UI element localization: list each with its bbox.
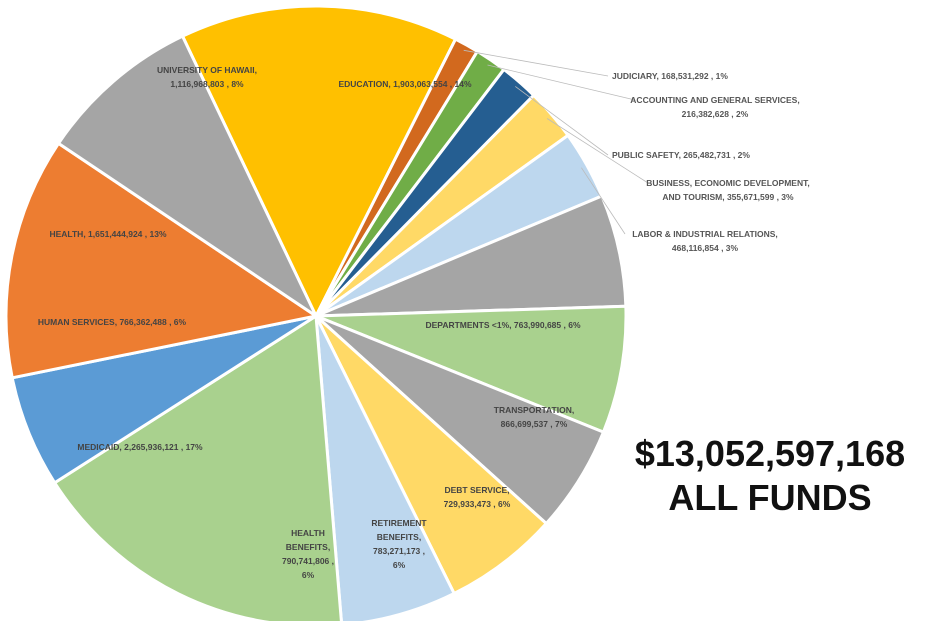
pie-slice-health xyxy=(4,141,318,380)
slice-label-line: 729,933,473 , 6% xyxy=(444,499,511,509)
slice-label-line: TRANSPORTATION, xyxy=(494,405,574,415)
slice-label-line: DEPARTMENTS <1%, 763,990,685 , 6% xyxy=(425,320,580,330)
leader-line-judiciary xyxy=(463,49,609,77)
total-caption-text: ALL FUNDS xyxy=(668,477,872,518)
slice-label-line: HUMAN SERVICES, 766,362,488 , 6% xyxy=(38,317,187,327)
slice-label-line: HEALTH xyxy=(291,528,325,538)
leader-line-business-economic-development-and-tourism xyxy=(546,118,649,184)
slice-label-line: RETIREMENT xyxy=(371,518,427,528)
pie-slice-health-benefits xyxy=(314,314,456,621)
slice-label-line: 790,741,806 , xyxy=(282,556,334,566)
slice-label-human-services: HUMAN SERVICES, 766,362,488 , 6% xyxy=(38,317,187,327)
slice-label-line: AND TOURISM, 355,671,599 , 3% xyxy=(662,192,794,202)
slice-label-line: 783,271,173 , xyxy=(373,546,425,556)
slice-label-health: HEALTH, 1,651,444,924 , 13% xyxy=(49,229,166,239)
pie-slice-transportation xyxy=(314,304,628,434)
slice-label-line: 468,116,854 , 3% xyxy=(672,243,739,253)
slice-label-line: UNIVERSITY OF HAWAII, xyxy=(157,65,257,75)
total-amount-text: $13,052,597,168 xyxy=(634,433,906,474)
total-funds-block: $13,052,597,168 ALL FUNDS xyxy=(615,432,925,520)
slice-label-line: EDUCATION, 1,903,063,554 , 14% xyxy=(338,79,472,89)
leader-line-accounting-and-general-services xyxy=(487,64,636,101)
slice-label-line: BUSINESS, ECONOMIC DEVELOPMENT, xyxy=(646,178,809,188)
slice-label-business-economic-development-and-tourism: BUSINESS, ECONOMIC DEVELOPMENT, AND TOURI… xyxy=(646,178,809,202)
pie-slice-medicaid xyxy=(53,314,343,621)
slice-label-debt-service: DEBT SERVICE, 729,933,473 , 6% xyxy=(444,485,511,509)
slice-label-departments-1: DEPARTMENTS <1%, 763,990,685 , 6% xyxy=(425,320,580,330)
slice-label-line: JUDICIARY, 168,531,292 , 1% xyxy=(612,71,728,81)
slice-label-line: 6% xyxy=(393,560,406,570)
slice-label-line: LABOR & INDUSTRIAL RELATIONS, xyxy=(632,229,778,239)
slice-label-labor-industrial-relations: LABOR & INDUSTRIAL RELATIONS, 468,116,854… xyxy=(632,229,778,253)
slice-label-line: MEDICAID, 2,265,936,121 , 17% xyxy=(77,442,203,452)
slice-label-line: BENEFITS, xyxy=(286,542,330,552)
leader-line-public-safety xyxy=(515,86,609,156)
slice-label-line: 216,382,628 , 2% xyxy=(682,109,749,119)
slice-label-transportation: TRANSPORTATION, 866,699,537 , 7% xyxy=(494,405,574,429)
leader-line-labor-industrial-relations xyxy=(581,167,626,235)
slice-label-line: BENEFITS, xyxy=(377,532,421,542)
slice-label-public-safety: PUBLIC SAFETY, 265,482,731 , 2% xyxy=(612,150,750,160)
pie-slice-university-of-hawaii xyxy=(57,34,318,318)
slice-label-retirement-benefits: RETIREMENT BENEFITS, 783,271,173 , 6% xyxy=(371,518,427,570)
slice-label-line: 866,699,537 , 7% xyxy=(501,419,568,429)
slice-label-university-of-hawaii: UNIVERSITY OF HAWAII, 1,116,968,803 , 8% xyxy=(157,65,257,89)
slice-label-line: 6% xyxy=(302,570,315,580)
slice-label-health-benefits: HEALTH BENEFITS, 790,741,806 , 6% xyxy=(282,528,334,580)
slice-label-line: DEBT SERVICE, xyxy=(444,485,509,495)
slice-label-medicaid: MEDICAID, 2,265,936,121 , 17% xyxy=(77,442,203,452)
slice-label-education: EDUCATION, 1,903,063,554 , 14% xyxy=(338,79,472,89)
slice-label-accounting-and-general-services: ACCOUNTING AND GENERAL SERVICES, 216,382,… xyxy=(630,95,799,119)
slice-label-line: 1,116,968,803 , 8% xyxy=(170,79,244,89)
slice-label-line: PUBLIC SAFETY, 265,482,731 , 2% xyxy=(612,150,750,160)
pie-slice-education xyxy=(181,4,458,318)
slice-label-line: ACCOUNTING AND GENERAL SERVICES, xyxy=(630,95,799,105)
slice-label-line: HEALTH, 1,651,444,924 , 13% xyxy=(49,229,166,239)
slice-label-judiciary: JUDICIARY, 168,531,292 , 1% xyxy=(612,71,728,81)
